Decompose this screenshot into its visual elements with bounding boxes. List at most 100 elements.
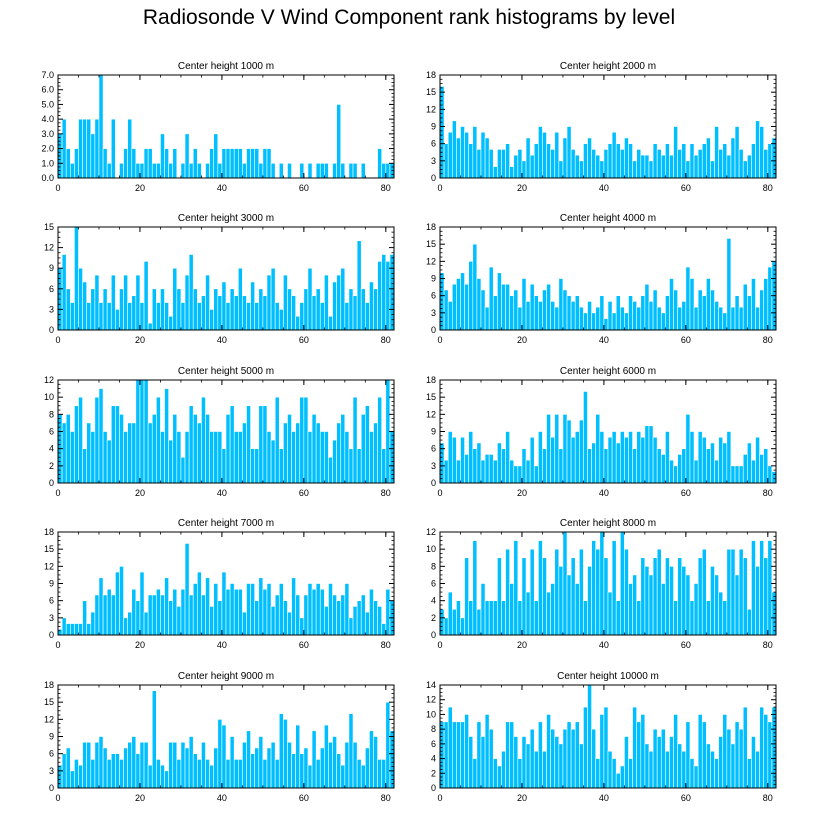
histogram-bar (332, 162, 337, 179)
histogram-bar (266, 747, 272, 789)
histogram-bar (94, 274, 100, 331)
y-tick-label: 6 (49, 596, 54, 606)
histogram-bar (115, 571, 120, 636)
histogram-bar (615, 143, 621, 179)
histogram-bar (237, 759, 243, 789)
histogram-bar (722, 600, 728, 636)
histogram-bar (303, 288, 309, 331)
histogram-bar (476, 149, 482, 179)
histogram-bar (652, 143, 658, 179)
histogram-bar (78, 764, 83, 789)
x-tick-label: 20 (135, 335, 145, 345)
histogram-bar (217, 162, 223, 179)
histogram-bar (123, 747, 128, 789)
histogram-bar (579, 419, 584, 484)
histogram-bar (381, 162, 387, 179)
histogram-bar (213, 133, 219, 179)
histogram-bar (201, 396, 206, 484)
histogram-bar (369, 431, 374, 484)
histogram-bar (233, 295, 239, 331)
y-tick-label: 6 (49, 284, 54, 294)
histogram-bar (759, 706, 765, 789)
y-tick-label: 9 (431, 122, 436, 132)
histogram-bar (94, 396, 100, 484)
histogram-bar (497, 765, 502, 789)
y-tick-label: 4.0 (41, 114, 54, 124)
histogram-bar (660, 454, 666, 484)
histogram-bar (352, 396, 358, 484)
histogram-bar (669, 566, 674, 636)
histogram-bar (278, 448, 284, 484)
histogram-bar (86, 422, 92, 484)
histogram-bar (209, 431, 215, 484)
histogram-bar (546, 414, 551, 484)
histogram-bar (172, 267, 178, 331)
histogram-bar (497, 557, 502, 636)
histogram-bar (172, 148, 178, 179)
histogram-bar (517, 465, 523, 484)
histogram-bar (340, 267, 346, 331)
x-tick-label: 60 (681, 488, 691, 498)
histogram-bar (747, 154, 752, 179)
histogram-bar (262, 759, 268, 789)
histogram-bar (352, 295, 358, 331)
histogram-bar (710, 566, 715, 636)
histogram-bar (135, 379, 141, 484)
histogram-bar (730, 548, 736, 636)
histogram-bar (718, 591, 724, 636)
y-tick-label: 3 (49, 766, 54, 776)
x-tick-label: 60 (299, 488, 309, 498)
histogram-bar (570, 728, 576, 789)
histogram-bar (701, 436, 707, 484)
histogram-bar (538, 126, 543, 179)
panel-title: Center height 5000 m (178, 366, 274, 377)
histogram-bar (742, 160, 748, 179)
histogram-bar (607, 143, 613, 179)
histogram-bar (685, 574, 691, 636)
histogram-bar (615, 442, 621, 484)
y-tick-label: 8 (49, 409, 54, 419)
histogram-bar (464, 131, 469, 179)
histogram-bar (283, 600, 288, 636)
histogram-bar (492, 166, 498, 179)
histogram-bar (82, 600, 87, 636)
histogram-bar (747, 295, 752, 331)
histogram-bar (464, 714, 469, 789)
histogram-bar (135, 162, 141, 179)
figure-title: Radiosonde V Wind Component rank histogr… (142, 6, 676, 29)
y-tick-label: 15 (426, 87, 436, 97)
histogram-bar (599, 431, 605, 484)
histogram-bar (738, 149, 744, 179)
histogram-bar (78, 118, 83, 179)
histogram-bar (640, 154, 646, 179)
histogram-bar (250, 753, 255, 789)
histogram-bar (102, 594, 108, 636)
histogram-bar (599, 714, 605, 789)
histogram-bar (513, 465, 519, 484)
histogram-bar (722, 312, 728, 331)
histogram-bar (525, 743, 531, 789)
histogram-bar (299, 396, 305, 484)
x-tick-label: 40 (599, 793, 609, 803)
histogram-bar (246, 730, 251, 789)
histogram-bar (693, 459, 699, 484)
histogram-bar (131, 588, 137, 636)
histogram-bar (656, 736, 662, 789)
histogram-bar (348, 617, 354, 636)
panel-title: Center height 1000 m (178, 61, 274, 72)
histogram-bar (324, 724, 329, 789)
histogram-bar (373, 288, 378, 331)
histogram-bar (755, 566, 760, 636)
histogram-bar (480, 583, 486, 636)
histogram-bar (751, 736, 756, 789)
y-tick-label: 0 (49, 325, 54, 335)
histogram-bar (287, 611, 292, 636)
histogram-bar (307, 764, 313, 789)
histogram-bar (61, 254, 67, 331)
histogram-bar (447, 431, 453, 484)
histogram-bar (127, 302, 133, 331)
panel-title: Center height 7000 m (178, 518, 274, 529)
histogram-bar (229, 148, 235, 179)
histogram-bar (521, 160, 527, 179)
histogram-bar (714, 301, 719, 331)
